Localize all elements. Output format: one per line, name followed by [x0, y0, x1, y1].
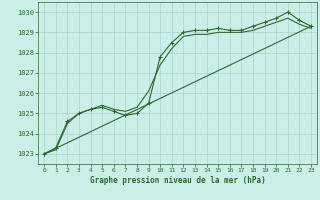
- X-axis label: Graphe pression niveau de la mer (hPa): Graphe pression niveau de la mer (hPa): [90, 176, 266, 185]
